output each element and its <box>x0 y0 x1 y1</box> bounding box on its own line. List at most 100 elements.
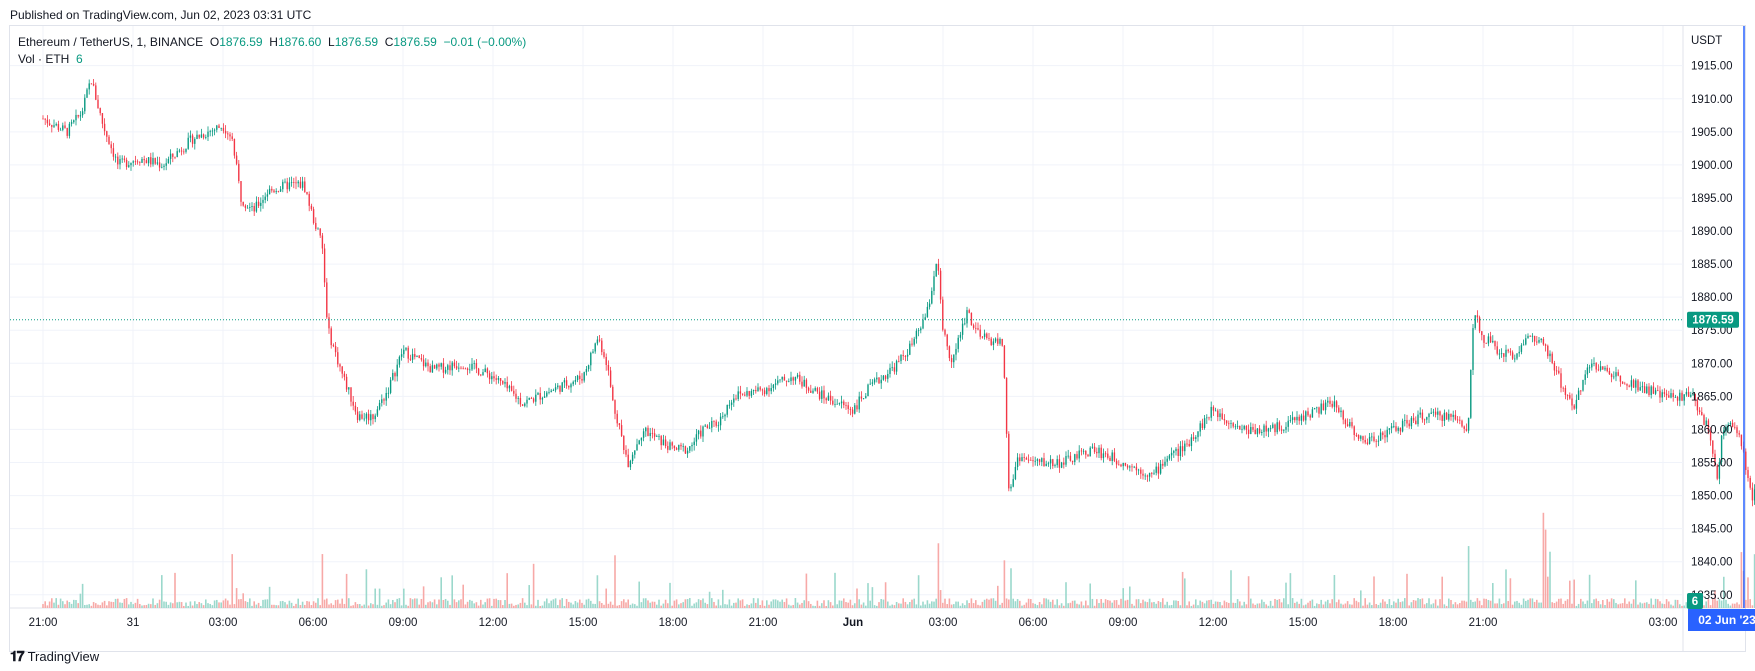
candle-body <box>1390 426 1393 429</box>
candle-body <box>1355 434 1358 436</box>
volume-bar <box>1199 600 1201 608</box>
candle-body <box>260 202 262 206</box>
volume-bar <box>1516 600 1518 608</box>
crosshair-time-badge: 02 Jun '23 00:01 <box>1688 609 1755 631</box>
volume-bar <box>55 598 57 608</box>
candle-body <box>1430 412 1432 414</box>
volume-bar <box>759 604 761 608</box>
candle-body <box>887 373 889 379</box>
volume-bar <box>1507 601 1509 608</box>
candle-body <box>68 123 71 136</box>
volume-bar <box>1615 602 1617 608</box>
volume-bar <box>363 604 365 608</box>
candle-body <box>939 270 942 300</box>
candle-body <box>205 137 207 138</box>
volume-bar <box>1135 599 1138 608</box>
volume-bar <box>260 605 262 608</box>
candle-body <box>231 136 233 139</box>
candle-body <box>253 206 255 212</box>
volume-bar <box>915 604 918 608</box>
candle-body <box>1738 433 1740 435</box>
chart-frame[interactable] <box>9 25 1746 652</box>
candle-body <box>158 162 161 168</box>
candle-body <box>658 436 660 437</box>
volume-bar <box>1338 599 1340 608</box>
candle-body <box>293 182 295 183</box>
volume-bar <box>1705 601 1707 608</box>
volume-label[interactable]: Vol · ETH <box>18 52 70 66</box>
volume-bar <box>1727 603 1729 608</box>
candle-body <box>1683 394 1685 401</box>
volume-bar <box>1115 600 1118 608</box>
candle-body <box>1536 341 1538 343</box>
volume-bar <box>568 601 570 608</box>
candle-body <box>722 416 724 418</box>
candle-body <box>680 444 682 447</box>
candle-body <box>1745 451 1747 471</box>
candle-body <box>759 387 761 390</box>
candle-body <box>1527 335 1529 339</box>
candle-body <box>695 434 698 442</box>
last-volume-text: 6 <box>1692 596 1698 608</box>
candle-body <box>1384 435 1386 438</box>
volume-bar <box>1241 605 1243 608</box>
volume-bar <box>1489 600 1492 608</box>
volume-bar <box>829 602 832 608</box>
candle-body <box>1067 455 1069 457</box>
volume-bar <box>741 599 744 608</box>
volume-bar <box>216 599 218 608</box>
volume-bar <box>1019 600 1021 608</box>
volume-bar <box>1518 602 1520 608</box>
candle-body <box>761 389 764 391</box>
volume-bar <box>1280 602 1283 608</box>
candle-body <box>1258 428 1261 433</box>
volume-bar <box>191 605 194 608</box>
volume-bar <box>427 602 429 608</box>
volume-bar <box>1646 602 1648 608</box>
volume-bar <box>451 575 453 608</box>
candle-body <box>57 124 60 130</box>
candle-body <box>840 401 843 404</box>
candle-body <box>1459 419 1461 421</box>
volume-bar <box>893 605 896 608</box>
volume-bar <box>1038 601 1041 608</box>
candle-body <box>482 372 484 376</box>
volume-bar <box>218 602 220 608</box>
candle-body <box>1349 422 1351 427</box>
volume-bar <box>251 605 253 608</box>
volume-bar <box>1049 601 1052 608</box>
candle-body <box>1635 380 1637 388</box>
candle-body <box>1056 459 1058 466</box>
volume-bar <box>880 599 882 608</box>
candle-body <box>165 163 167 166</box>
volume-bar <box>1685 602 1688 608</box>
candle-body <box>1201 423 1204 429</box>
candle-body <box>1063 462 1065 465</box>
x-tick-label: 31 <box>127 617 140 629</box>
candle-body <box>1525 338 1527 345</box>
volume-bar <box>480 599 482 608</box>
candle-body <box>1694 393 1696 401</box>
candle-body <box>495 378 497 380</box>
candle-body <box>678 444 680 450</box>
candle-body <box>807 387 810 391</box>
volume-bar <box>1382 599 1384 608</box>
volume-bar <box>462 584 464 608</box>
candle-body <box>400 354 403 357</box>
volume-bar <box>444 598 447 608</box>
candle-body <box>953 354 955 363</box>
candle-body <box>990 338 992 345</box>
symbol-name[interactable]: Ethereum / TetherUS, 1, BINANCE <box>18 35 204 49</box>
volume-bar <box>838 600 841 608</box>
candle-body <box>1300 415 1303 421</box>
volume-bar <box>493 598 495 608</box>
high-value: 1876.60 <box>277 35 322 49</box>
volume-bar <box>510 603 513 608</box>
candle-body <box>746 391 748 396</box>
volume-bar <box>1219 602 1221 608</box>
candle-body <box>1582 379 1584 391</box>
candle-body <box>543 396 546 398</box>
candle-body <box>726 405 728 415</box>
footer-brand[interactable]: 𝟏𝟕 TradingView <box>10 648 99 665</box>
